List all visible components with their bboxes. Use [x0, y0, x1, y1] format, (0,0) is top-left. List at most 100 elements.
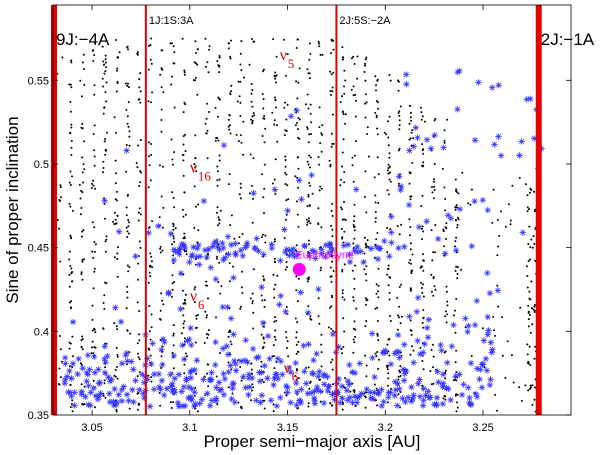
asteroid-dot — [125, 307, 128, 310]
asteroid-dot — [264, 127, 267, 130]
family-member-asterisk — [90, 353, 98, 361]
asteroid-dot — [183, 363, 186, 366]
asteroid-dot — [218, 64, 221, 67]
asteroid-dot — [183, 191, 186, 194]
asteroid-dot — [204, 310, 207, 313]
asteroid-dot — [127, 193, 129, 196]
asteroid-dot — [353, 203, 356, 206]
asteroid-dot — [363, 236, 366, 239]
asteroid-dot — [69, 383, 72, 386]
asteroid-dot — [343, 85, 345, 88]
asteroid-dot — [182, 326, 185, 329]
family-member-asterisk — [224, 233, 232, 240]
asteroid-dot — [421, 165, 424, 168]
asteroid-dot — [317, 156, 320, 158]
asteroid-dot — [343, 218, 345, 221]
asteroid-dot — [446, 304, 449, 307]
asteroid-dot — [430, 290, 433, 293]
asteroid-dot — [363, 71, 366, 73]
family-member-asterisk — [431, 131, 439, 139]
family-member-asterisk — [85, 382, 92, 389]
asteroid-dot — [411, 129, 414, 132]
asteroid-dot — [376, 351, 379, 353]
asteroid-dot — [409, 259, 412, 262]
asteroid-dot — [330, 132, 333, 135]
asteroid-dot — [68, 301, 71, 304]
asteroid-dot — [70, 267, 73, 270]
asteroid-dot — [341, 110, 344, 113]
asteroid-dot — [137, 262, 140, 265]
family-member-asterisk — [452, 247, 460, 254]
asteroid-dot — [206, 157, 209, 160]
asteroid-dot — [376, 334, 379, 337]
family-member-asterisk — [284, 207, 291, 214]
asteroid-dot — [94, 406, 96, 409]
family-member-asterisk — [471, 321, 479, 329]
asteroid-dot — [443, 139, 446, 142]
asteroid-dot — [127, 86, 130, 89]
asteroid-dot — [105, 100, 108, 103]
asteroid-dot — [340, 347, 343, 350]
asteroid-dot — [181, 208, 184, 211]
asteroid-dot — [399, 365, 402, 367]
asteroid-dot — [59, 186, 62, 189]
family-member-asterisk — [324, 387, 331, 395]
asteroid-dot — [284, 165, 287, 168]
family-member-asterisk — [420, 385, 427, 392]
family-member-asterisk — [336, 399, 344, 406]
asteroid-dot — [530, 238, 533, 241]
asteroid-dot — [172, 254, 175, 257]
asteroid-dot — [229, 93, 232, 96]
asteroid-dot — [126, 236, 129, 238]
asteroid-dot — [229, 124, 231, 127]
asteroid-dot — [317, 223, 320, 226]
asteroid-dot — [227, 361, 230, 364]
asteroid-dot — [116, 353, 119, 356]
asteroid-dot — [161, 49, 164, 52]
asteroid-dot — [376, 133, 379, 136]
family-member-asterisk — [217, 386, 225, 393]
asteroid-dot — [249, 153, 252, 156]
asteroid-dot — [422, 253, 424, 256]
asteroid-dot — [388, 276, 391, 278]
family-member-asterisk — [465, 384, 472, 391]
asteroid-dot — [149, 354, 152, 357]
asteroid-dot — [388, 354, 391, 357]
family-member-asterisk — [157, 386, 164, 393]
family-member-asterisk — [287, 399, 294, 406]
asteroid-dot — [263, 279, 265, 282]
family-member-asterisk — [349, 399, 356, 406]
asteroid-dot — [80, 271, 83, 274]
asteroid-dot — [239, 63, 242, 66]
asteroid-dot — [207, 333, 210, 336]
asteroid-dot — [274, 77, 277, 80]
asteroid-dot — [239, 101, 242, 104]
asteroid-dot — [160, 67, 163, 70]
asteroid-dot — [69, 236, 72, 239]
asteroid-dot — [195, 372, 198, 375]
asteroid-dot — [273, 257, 276, 260]
asteroid-dot — [353, 237, 356, 240]
asteroid-dot — [294, 124, 297, 127]
family-member-asterisk — [188, 385, 195, 392]
asteroid-dot — [455, 265, 458, 268]
asteroid-dot — [138, 339, 141, 342]
family-member-asterisk — [308, 389, 315, 397]
asteroid-dot — [138, 207, 141, 210]
family-member-asterisk — [123, 147, 130, 154]
family-member-asterisk — [313, 383, 321, 391]
asteroid-dot — [526, 210, 529, 213]
asteroid-dot — [172, 196, 175, 199]
asteroid-dot — [531, 323, 534, 326]
asteroid-dot — [526, 206, 529, 209]
asteroid-dot — [80, 95, 83, 98]
asteroid-dot — [241, 233, 244, 235]
asteroid-dot — [321, 53, 324, 56]
family-member-asterisk — [158, 377, 166, 384]
family-member-asterisk — [435, 379, 442, 386]
asteroid-dot — [308, 181, 311, 184]
asteroid-dot — [80, 126, 83, 129]
asteroid-dot — [441, 167, 444, 170]
